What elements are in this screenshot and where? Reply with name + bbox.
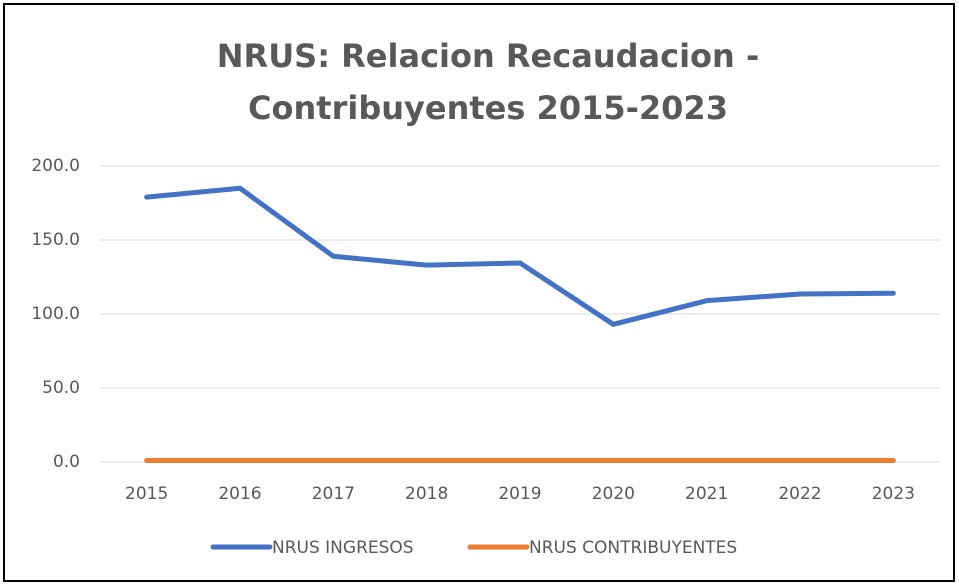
- x-tick-label: 2016: [218, 484, 261, 504]
- x-tick-label: 2021: [685, 484, 728, 504]
- x-tick-label: 2020: [592, 484, 635, 504]
- y-tick-label: 50.0: [42, 378, 80, 398]
- series-line: [144, 185, 896, 327]
- y-tick-label: 150.0: [31, 230, 80, 250]
- chart-title: NRUS: Relacion Recaudacion -: [217, 37, 759, 75]
- chart-title: Contribuyentes 2015-2023: [248, 89, 728, 127]
- x-tick-label: 2023: [872, 484, 915, 504]
- x-tick-label: 2019: [498, 484, 541, 504]
- y-tick-label: 200.0: [31, 156, 80, 176]
- legend-label: NRUS INGRESOS: [272, 538, 414, 558]
- x-tick-label: 2015: [125, 484, 168, 504]
- x-tick-label: 2017: [312, 484, 355, 504]
- y-tick-label: 100.0: [31, 304, 80, 324]
- legend-label: NRUS CONTRIBUYENTES: [529, 538, 737, 558]
- y-tick-label: 0.0: [53, 452, 80, 472]
- x-tick-label: 2018: [405, 484, 448, 504]
- x-tick-label: 2022: [778, 484, 821, 504]
